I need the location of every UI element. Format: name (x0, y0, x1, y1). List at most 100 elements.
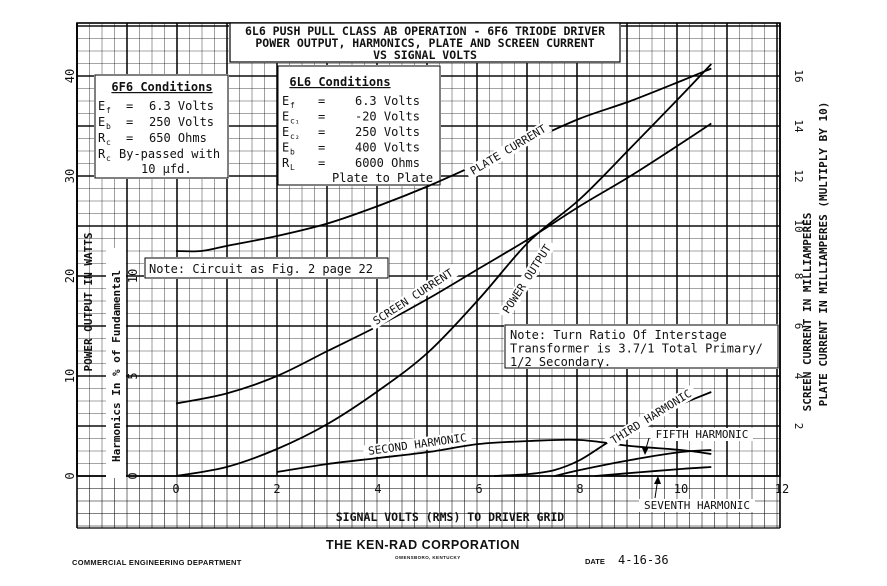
footer: COMMERCIAL ENGINEERING DEPARTMENT THE KE… (0, 538, 887, 582)
chart-subtitle-1: POWER OUTPUT, HARMONICS, PLATE AND SCREE… (255, 36, 594, 50)
title-box (229, 22, 621, 63)
note-turn-ratio: Note: Turn Ratio Of Interstage (510, 328, 727, 342)
screen-current-label-bg (366, 263, 460, 331)
y-harmonic-tick-label: 10 (126, 269, 140, 283)
chart-subtitle-2: VS SIGNAL VOLTS (373, 48, 477, 62)
conditions-6l6-eq: = (318, 125, 325, 139)
grid (76, 23, 780, 528)
conditions-6l6-eq: = (318, 110, 325, 124)
conditions-6l6-value: -20 Volts (355, 110, 420, 124)
x-tick-label: 2 (273, 482, 280, 496)
conditions-6l6-eq: = (318, 141, 325, 155)
conditions-6f6-subscript: c (106, 138, 111, 147)
y-right-tick-label: 4 (792, 373, 805, 380)
conditions-6l6-value: 250 Volts (355, 125, 420, 139)
x-tick-label: 6 (475, 482, 482, 496)
conditions-6l6-symbol: E (282, 94, 289, 108)
conditions-6f6-subscript: f (106, 106, 111, 115)
y-right-axis-label-2: PLATE CURRENT IN MILLIAMPERES (MULTIPLY … (817, 102, 830, 407)
y-right-tick-label: 10 (792, 219, 805, 232)
department-label: COMMERCIAL ENGINEERING DEPARTMENT (72, 558, 242, 567)
seventh-harmonic-label-bg (639, 499, 755, 512)
conditions-6f6-bypass-symbol: R (98, 147, 106, 161)
conditions-6l6-footer: Plate to Plate (332, 171, 433, 185)
x-tick-label: 0 (172, 482, 179, 496)
conditions-6f6-bypass-value: 10 μfd. (141, 162, 192, 176)
fifth-harmonic-label: FIFTH HARMONIC (656, 428, 749, 441)
second-harmonic-line (276, 438, 712, 473)
plate-current-label: PLATE CURRENT (468, 122, 549, 178)
note-box (144, 257, 389, 279)
x-tick-label: 4 (374, 482, 381, 496)
power-output-line (175, 63, 712, 477)
fifth-harmonic-label-bg (651, 428, 753, 441)
y-right-tick-label: 14 (792, 119, 805, 133)
conditions-6f6-bypass-text: By-passed with (119, 147, 220, 161)
chart-title: 6L6 PUSH PULL CLASS AB OPERATION - 6F6 T… (245, 24, 605, 38)
conditions-6l6-value: 6000 Ohms (355, 156, 420, 170)
screen-current-line (175, 122, 712, 405)
y-left-tick-label: 0 (63, 472, 77, 479)
conditions-6f6-symbol: E (98, 115, 105, 129)
conditions-6f6-value: 250 Volts (149, 115, 214, 129)
conditions-6l6-subscript: b (290, 148, 295, 157)
power-output-label-bg (497, 238, 557, 320)
axes (76, 22, 781, 529)
second-harmonic-label-bg (362, 430, 473, 459)
y-left-tick-label: 10 (63, 369, 77, 383)
y-right-tick-label: 8 (792, 273, 805, 280)
conditions-6f6-value: 650 Ohms (149, 131, 207, 145)
conditions-6f6-symbol: E (98, 99, 105, 113)
conditions-6l6-subscript: f (290, 101, 295, 110)
corporation-name: THE KEN-RAD CORPORATION (326, 538, 520, 552)
conditions-6f6-eq: = (126, 115, 133, 129)
seventh-harmonic-label: SEVENTH HARMONIC (644, 499, 750, 512)
conditions-6f6-eq: = (126, 99, 133, 113)
conditions-6l6-symbol: E (282, 110, 289, 124)
plate-current-label-bg (464, 119, 553, 181)
fifth-harmonic-label-group: FIFTH HARMONIC (651, 428, 753, 441)
corporation-city: OWENSBORO, KENTUCKY (395, 555, 461, 560)
note-box (277, 65, 441, 186)
x-tick-label: 12 (775, 482, 789, 496)
fifth-harmonic-line (554, 449, 712, 477)
conditions-6l6-value: 6.3 Volts (355, 94, 420, 108)
conditions-6l6-symbol: R (282, 156, 290, 170)
y-left-axis-label: POWER OUTPUT IN WATTS (82, 232, 95, 371)
plate-current-line (175, 67, 712, 253)
x-axis-label: SIGNAL VOLTS (RMS) TO DRIVER GRID (336, 510, 565, 524)
conditions-6l6-subscript: c₁ (290, 117, 300, 126)
date-value: 4-16-36 (618, 553, 669, 567)
y-right-tick-label: 6 (792, 323, 805, 330)
note-box (94, 74, 229, 179)
conditions-6l6-subscript: c₂ (290, 132, 300, 141)
y-harmonic-axis-label: Harmonics In % of Fundamental (110, 270, 123, 462)
conditions-6l6-symbol: E (282, 141, 289, 155)
x-tick-label: 10 (674, 482, 688, 496)
second-harmonic-label-group: SECOND HARMONIC (362, 430, 473, 459)
conditions-6l6-subscript: L (290, 163, 295, 172)
series-lines (175, 63, 712, 477)
conditions-6l6-eq: = (318, 94, 325, 108)
x-tick-label: 8 (576, 482, 583, 496)
note-turn-ratio: 1/2 Secondary. (510, 355, 611, 369)
conditions-6f6-eq: = (126, 131, 133, 145)
conditions-6f6-subscript: b (106, 122, 111, 131)
y-harmonic-tick-label: 5 (126, 372, 140, 379)
seventh-harmonic-label-group: SEVENTH HARMONIC (639, 499, 755, 512)
y-left-tick-label: 20 (63, 269, 77, 283)
note-turn-ratio: Transformer is 3.7/1 Total Primary/ (510, 342, 763, 356)
conditions-6l6-symbol: E (282, 125, 289, 139)
conditions-6f6-value: 6.3 Volts (149, 99, 214, 113)
note-circuit: Note: Circuit as Fig. 2 page 22 (149, 262, 373, 276)
conditions-6f6-title: 6F6 Conditions (111, 80, 212, 94)
y-right-tick-label: 12 (792, 169, 805, 182)
conditions-6l6-title: 6L6 Conditions (289, 75, 390, 89)
y-left-tick-label: 30 (63, 169, 77, 183)
y-right-tick-label: 2 (792, 423, 805, 430)
y-right-axis-label-1: SCREEN CURRENT IN MILLIAMPERES (801, 213, 814, 412)
date-label: DATE (585, 557, 605, 566)
y-left-tick-label: 40 (63, 69, 77, 83)
conditions-6f6-bypass-subscript: c (106, 154, 111, 163)
chart: 6L6 PUSH PULL CLASS AB OPERATION - 6F6 T… (63, 22, 830, 529)
